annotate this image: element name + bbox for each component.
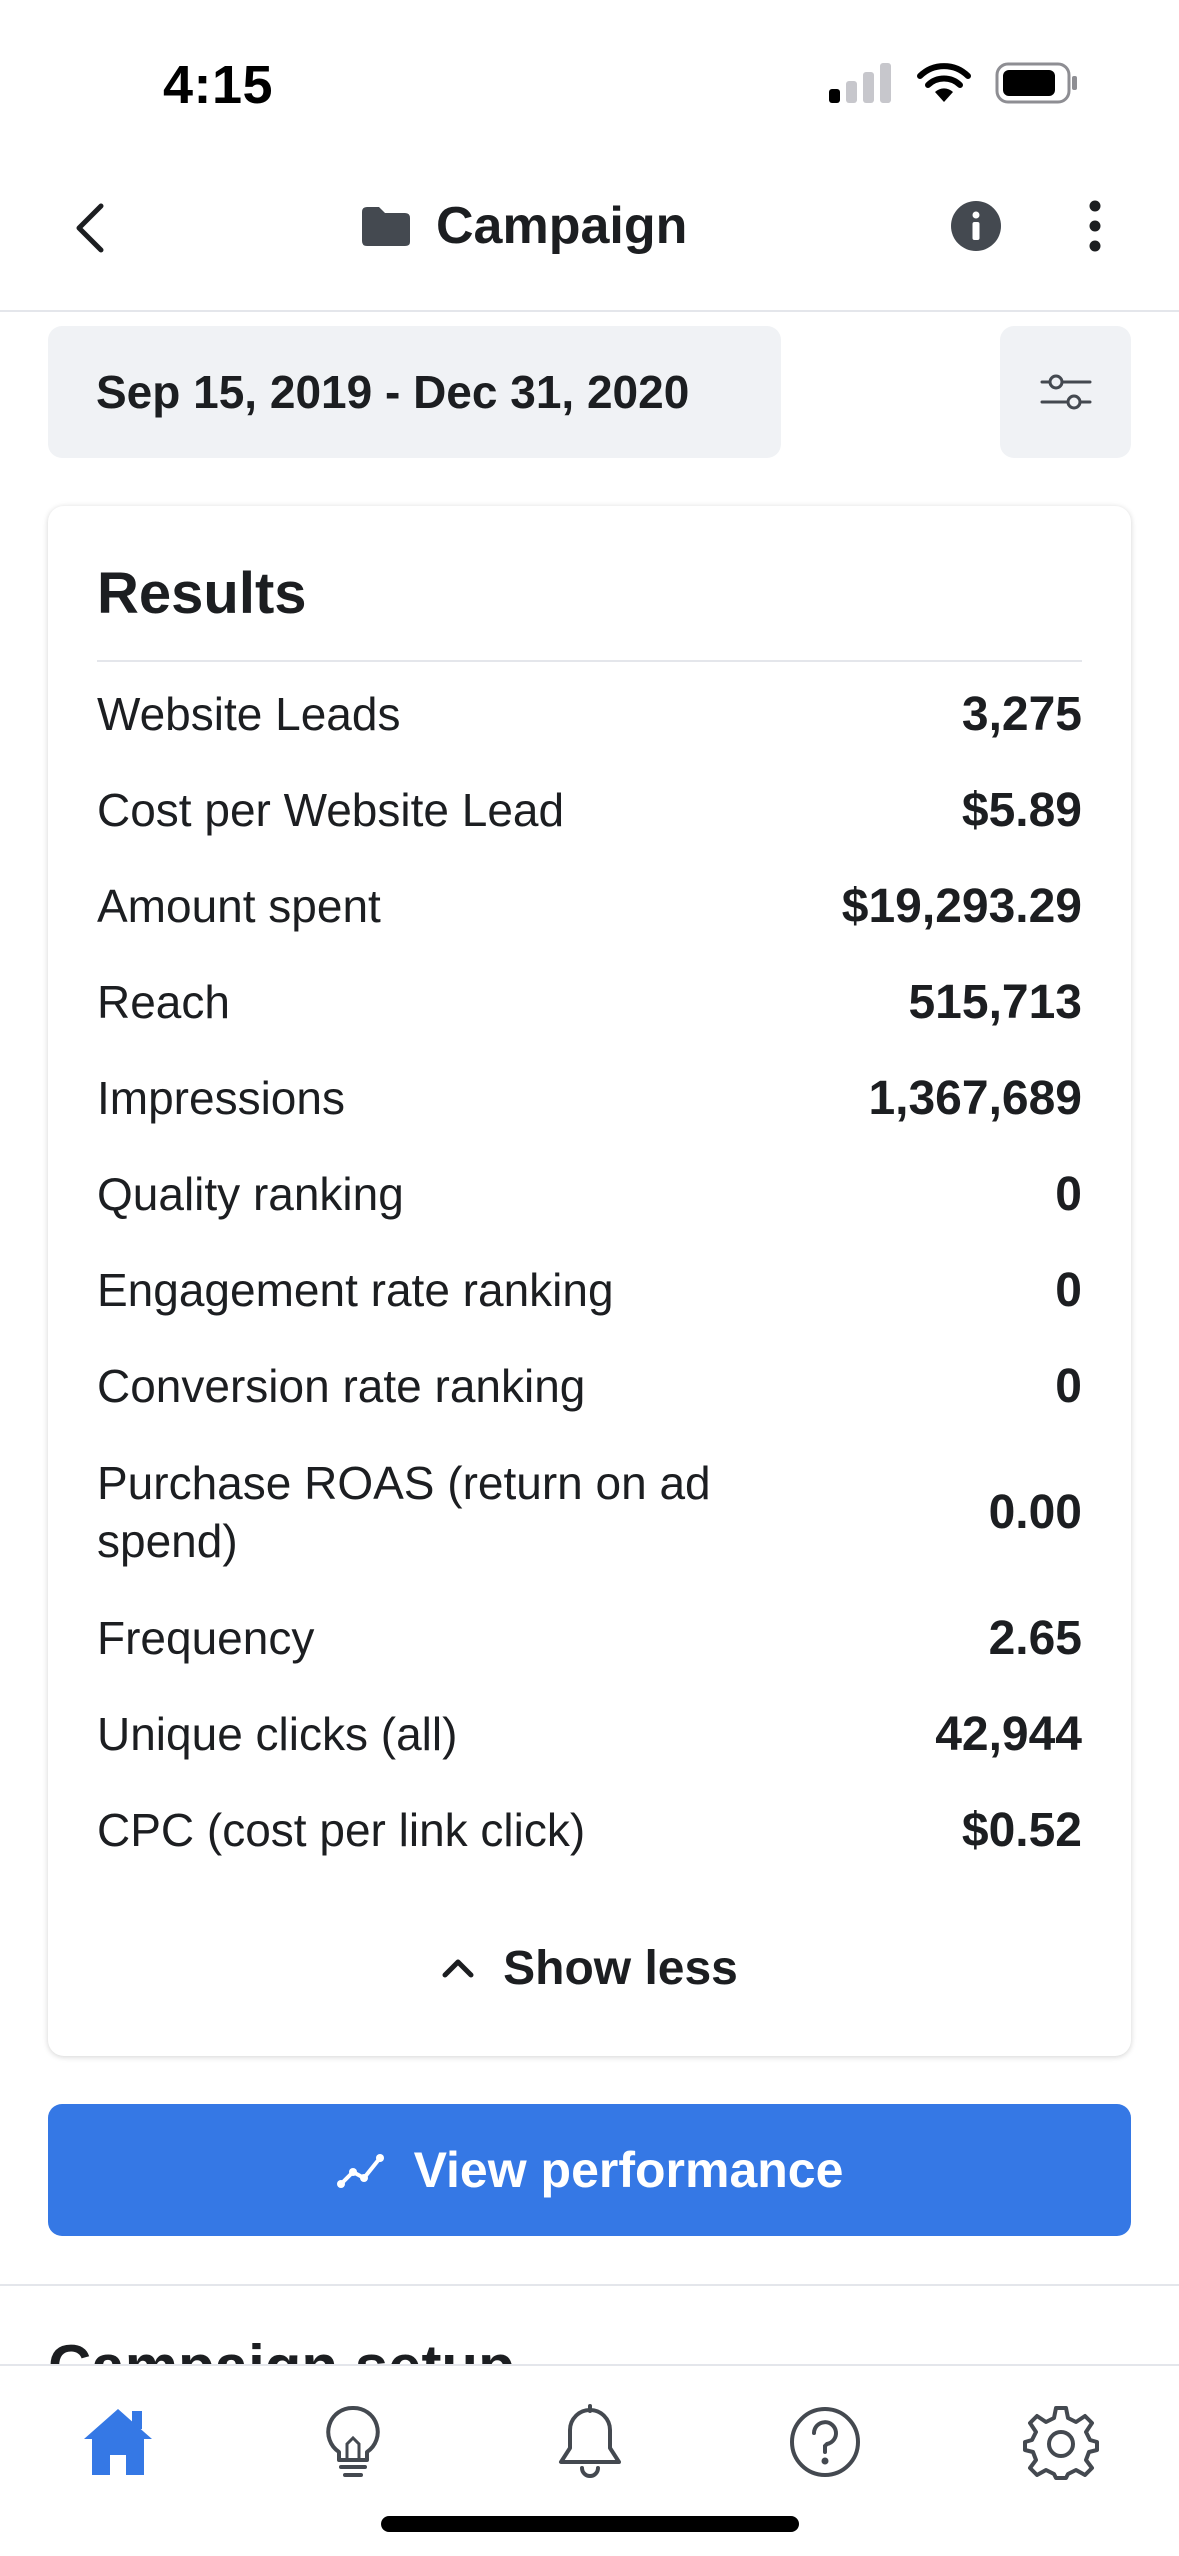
metric-row: Quality ranking 0 — [97, 1146, 1082, 1242]
section-divider — [0, 2284, 1179, 2286]
trend-line-icon — [336, 2154, 384, 2188]
metric-value: 0 — [1055, 1263, 1082, 1317]
gear-icon — [1023, 2406, 1099, 2480]
tab-home[interactable] — [68, 2392, 168, 2492]
filter-button[interactable] — [1000, 326, 1131, 458]
metric-value: $19,293.29 — [841, 879, 1082, 933]
metric-row: Website Leads 3,275 — [97, 666, 1082, 762]
metric-label: Amount spent — [97, 880, 381, 932]
status-icons — [829, 62, 1079, 104]
view-performance-label: View performance — [413, 2142, 844, 2198]
metric-value: 1,367,689 — [868, 1071, 1082, 1125]
home-indicator — [381, 2516, 799, 2532]
status-time: 4:15 — [163, 55, 274, 115]
metric-value: 0.00 — [988, 1485, 1082, 1539]
metric-row: Impressions 1,367,689 — [97, 1050, 1082, 1146]
metric-label: Purchase ROAS (return on ad spend) — [97, 1457, 711, 1567]
status-bar: 4:15 — [0, 0, 1179, 160]
section-heading-clip: Campaign setup — [48, 2286, 1131, 2364]
nav-title-group: Campaign — [360, 196, 687, 256]
nav-header: Campaign — [0, 160, 1179, 312]
metric-row: Conversion rate ranking 0 — [97, 1338, 1082, 1434]
metric-label: Frequency — [97, 1612, 315, 1664]
show-less-label: Show less — [503, 1941, 738, 1995]
tab-bar — [0, 2364, 1179, 2556]
metric-label: Conversion rate ranking — [97, 1360, 586, 1412]
metric-label: Impressions — [97, 1072, 345, 1124]
more-vertical-icon — [1089, 200, 1101, 252]
more-options-button[interactable] — [1070, 196, 1120, 256]
tab-settings[interactable] — [1011, 2392, 1111, 2492]
metric-label: Reach — [97, 976, 230, 1028]
metric-row: Reach 515,713 — [97, 954, 1082, 1050]
chevron-left-icon — [76, 203, 104, 253]
cellular-signal-icon — [829, 63, 891, 103]
tab-notifications[interactable] — [540, 2392, 640, 2492]
metric-row: Unique clicks (all) 42,944 — [97, 1686, 1082, 1782]
metric-value: 3,275 — [961, 687, 1082, 741]
help-icon — [790, 2407, 860, 2477]
chevron-up-icon — [442, 1959, 474, 1978]
tab-help[interactable] — [775, 2392, 875, 2492]
info-icon — [951, 201, 1001, 251]
metric-value: 2.65 — [988, 1611, 1082, 1665]
wifi-icon — [917, 63, 971, 102]
metric-label: Website Leads — [97, 688, 401, 740]
metric-row: Engagement rate ranking 0 — [97, 1242, 1082, 1338]
metric-label: Unique clicks (all) — [97, 1708, 458, 1760]
metric-value: $5.89 — [961, 783, 1082, 837]
metric-label: Cost per Website Lead — [97, 784, 565, 836]
metric-row: Frequency 2.65 — [97, 1590, 1082, 1686]
results-title: Results — [97, 561, 307, 626]
home-icon — [84, 2409, 152, 2475]
metric-value: 515,713 — [908, 975, 1082, 1029]
battery-icon — [995, 62, 1077, 104]
back-button[interactable] — [60, 198, 120, 258]
tab-insights[interactable] — [303, 2392, 403, 2492]
campaign-setup-heading: Campaign setup — [48, 2332, 515, 2364]
metric-row: Amount spent $19,293.29 — [97, 858, 1082, 954]
metric-label: CPC (cost per link click) — [97, 1804, 586, 1856]
date-range-button[interactable]: Sep 15, 2019 - Dec 31, 2020 — [48, 326, 781, 458]
bell-icon — [559, 2404, 621, 2478]
metric-row: Purchase ROAS (return on ad spend) 0.00 — [97, 1434, 1082, 1590]
view-performance-button[interactable]: View performance — [48, 2104, 1131, 2236]
metric-label: Quality ranking — [97, 1168, 404, 1220]
metric-value: 42,944 — [935, 1707, 1082, 1761]
results-card: Results Website Leads 3,275 Cost per Web… — [48, 506, 1131, 2056]
metric-row: Cost per Website Lead $5.89 — [97, 762, 1082, 858]
folder-icon — [362, 207, 410, 246]
filter-sliders-icon — [1040, 374, 1091, 410]
lightbulb-icon — [326, 2405, 380, 2477]
metric-list: Website Leads 3,275 Cost per Website Lea… — [97, 666, 1082, 1878]
metric-label: Engagement rate ranking — [97, 1264, 614, 1316]
metric-value: 0 — [1055, 1167, 1082, 1221]
metric-value: $0.52 — [961, 1803, 1082, 1857]
metric-row: CPC (cost per link click) $0.52 — [97, 1782, 1082, 1878]
results-divider — [97, 660, 1082, 662]
metric-value: 0 — [1055, 1359, 1082, 1413]
page-title: Campaign — [436, 197, 688, 255]
show-less-button[interactable]: Show less — [48, 1920, 1131, 2016]
info-button[interactable] — [946, 196, 1006, 256]
